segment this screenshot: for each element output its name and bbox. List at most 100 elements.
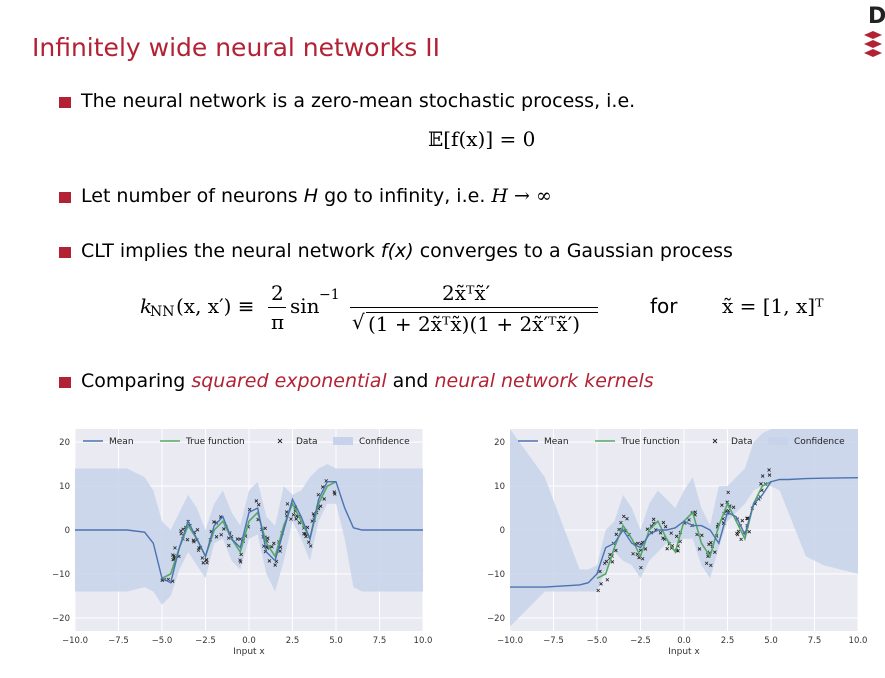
- data-point: [192, 539, 196, 544]
- data-point: [625, 516, 629, 521]
- logo-icon: [864, 31, 882, 57]
- data-point: [665, 546, 669, 551]
- data-point: [204, 558, 209, 562]
- data-point: [311, 512, 316, 516]
- x-tick-label: 5.0: [329, 636, 343, 646]
- data-point: [179, 531, 184, 536]
- legend-label: True function: [185, 437, 245, 447]
- x-tick-label: −7.5: [543, 636, 564, 646]
- data-point: [614, 548, 618, 553]
- data-point: [669, 531, 674, 535]
- data-point: [759, 482, 763, 486]
- data-point: [294, 517, 298, 521]
- data-point: [651, 517, 656, 522]
- logo-letter: D: [868, 4, 885, 29]
- legend-swatch: [712, 438, 718, 444]
- x-tick-label: 10.0: [414, 636, 433, 646]
- legend-label: Data: [296, 437, 318, 447]
- data-point: [598, 569, 602, 574]
- sqrt-bar: [366, 312, 598, 313]
- x-tick-label: −2.5: [195, 636, 216, 646]
- data-point: [238, 558, 242, 562]
- data-point: [219, 532, 224, 537]
- data-point: [239, 552, 243, 557]
- data-point: [284, 510, 289, 514]
- data-point: [687, 518, 691, 522]
- bullet-neurons: Let number of neurons H go to infinity, …: [81, 185, 552, 207]
- x-tick-label: 2.5: [721, 636, 735, 646]
- data-point: [614, 532, 619, 537]
- y-tick-label: 0: [500, 526, 505, 536]
- data-point: [760, 474, 765, 478]
- bullet-neurons-post: H → ∞: [491, 185, 552, 207]
- bullet-comparing-pre: Comparing: [81, 370, 192, 392]
- bullet-neurons-pre: Let number of neurons: [81, 185, 304, 207]
- data-point: [739, 537, 743, 542]
- frac-bar: [268, 307, 286, 308]
- legend-label: Mean: [544, 437, 569, 447]
- legend-label: Confidence: [359, 437, 410, 447]
- x-tick-label: 2.5: [286, 636, 300, 646]
- big-num: 2x̃ᵀx̃′: [442, 281, 491, 305]
- data-point: [306, 540, 311, 545]
- data-point: [214, 535, 219, 539]
- data-point: [720, 503, 724, 507]
- link-neural-network-kernels[interactable]: neural network kernels: [434, 370, 654, 392]
- data-point: [599, 582, 603, 586]
- sin-fn: sin: [290, 294, 320, 318]
- data-point: [322, 497, 326, 501]
- x-tick-label: 0.0: [677, 636, 691, 646]
- x-axis-label: Input x: [668, 647, 700, 657]
- data-point: [767, 473, 772, 477]
- y-tick-label: 10: [494, 482, 505, 492]
- data-point: [661, 536, 665, 540]
- mean-line: [510, 477, 858, 588]
- equation-zero-mean: 𝔼[f(x)] = 0: [428, 127, 536, 151]
- data-point: [700, 533, 704, 538]
- data-point: [674, 534, 679, 539]
- data-point: [640, 556, 645, 561]
- x-tick-label: 10.0: [849, 636, 868, 646]
- data-point: [272, 541, 276, 546]
- y-tick-label: −10: [487, 570, 505, 580]
- data-point: [227, 543, 231, 548]
- data-point: [767, 468, 771, 472]
- x-tick-label: −10.0: [62, 636, 88, 646]
- confidence-band: [75, 464, 423, 605]
- data-point: [179, 529, 183, 533]
- y-tick-label: −10: [52, 570, 70, 580]
- y-tick-label: −20: [487, 614, 505, 624]
- chart-neural-network: −10.0 −7.5 −5.0 −2.5 0.0 2.5 5.0 7.5 10.0 20 10 0 −1…: [487, 429, 868, 657]
- bullet-zero-mean: The neural network is a zero-mean stocha…: [81, 90, 636, 112]
- bullet-marker: [59, 192, 71, 203]
- x-tick-label: 5.0: [764, 636, 778, 646]
- data-point: [661, 520, 666, 525]
- legend-label: Confidence: [794, 437, 845, 447]
- data-point: [238, 537, 242, 541]
- data-point: [247, 507, 252, 512]
- data-point: [273, 563, 277, 567]
- data-point: [316, 492, 321, 497]
- data-point: [740, 518, 745, 523]
- legend-label: Mean: [109, 437, 134, 447]
- for-word: for: [650, 294, 678, 318]
- data-point: [735, 531, 739, 536]
- data-point: [726, 490, 730, 495]
- frac-den: π: [271, 310, 285, 334]
- bullet-clt-post: converges to a Gaussian process: [413, 240, 733, 262]
- link-squared-exponential[interactable]: squared exponential: [191, 370, 387, 392]
- x-tick-label: −10.0: [497, 636, 523, 646]
- bullet-neurons-mid: go to infinity, i.e.: [318, 185, 492, 207]
- bullet-clt-pre: CLT implies the neural network: [81, 240, 381, 262]
- slide-title: Infinitely wide neural networks II: [32, 33, 441, 62]
- data-point: [676, 549, 680, 553]
- y-tick-label: 0: [65, 526, 70, 536]
- data-point: [619, 520, 623, 525]
- data-point: [308, 544, 313, 548]
- data-point: [226, 536, 231, 540]
- sqrt-symbol: √: [352, 310, 365, 334]
- data-point: [643, 547, 648, 551]
- data-point: [212, 520, 216, 524]
- x-tick-label: −5.0: [152, 636, 173, 646]
- bullet-neurons-var: H: [303, 185, 319, 207]
